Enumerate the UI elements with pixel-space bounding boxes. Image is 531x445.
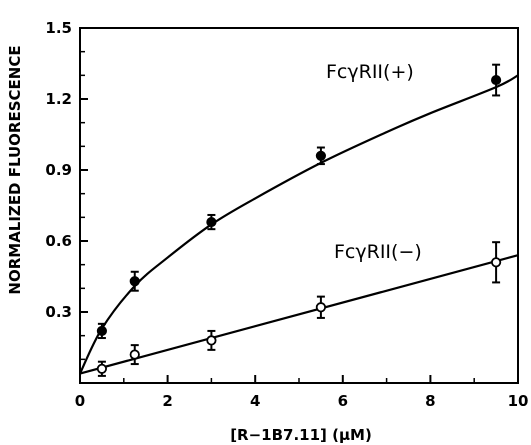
data-point-plus xyxy=(206,216,217,228)
data-point-minus xyxy=(206,335,217,346)
fit-line-minus xyxy=(79,254,519,375)
series-label-minus: FcγRII(−) xyxy=(334,241,422,263)
x-tick-label: 6 xyxy=(338,392,348,410)
y-tick-label: 0.3 xyxy=(45,303,72,321)
y-tick-label: 1.2 xyxy=(45,90,72,108)
x-tick-label: 8 xyxy=(425,392,435,410)
x-tick-label: 4 xyxy=(250,392,260,410)
data-point-plus xyxy=(490,74,502,86)
data-point-plus xyxy=(129,276,140,287)
x-tick-label: 10 xyxy=(508,392,529,410)
data-point-minus xyxy=(96,363,108,374)
x-tick-label: 2 xyxy=(162,392,172,410)
fit-curve-plus xyxy=(79,74,519,375)
data-point-plus xyxy=(315,150,326,161)
x-tick-label: 0 xyxy=(75,392,85,410)
x-axis-title: [R−1B7.11] (μM) xyxy=(230,426,372,444)
data-point-minus xyxy=(490,257,502,268)
data-point-minus xyxy=(129,349,140,360)
data-point-plus xyxy=(96,325,108,337)
y-axis-title: NORMALIZED FLUORESCENCE xyxy=(6,45,24,294)
plot-area: 0 2 4 6 8 10 0.3 0.6 0.9 1.2 1.5 FcγRII(+) FcγRII(−) xyxy=(45,19,528,410)
plot-frame xyxy=(79,27,519,384)
series-label-plus: FcγRII(+) xyxy=(326,61,414,83)
y-tick-label: 0.9 xyxy=(45,161,72,179)
y-tick-label: 1.5 xyxy=(45,19,72,37)
y-tick-label: 0.6 xyxy=(45,232,72,250)
data-point-minus xyxy=(315,302,326,313)
